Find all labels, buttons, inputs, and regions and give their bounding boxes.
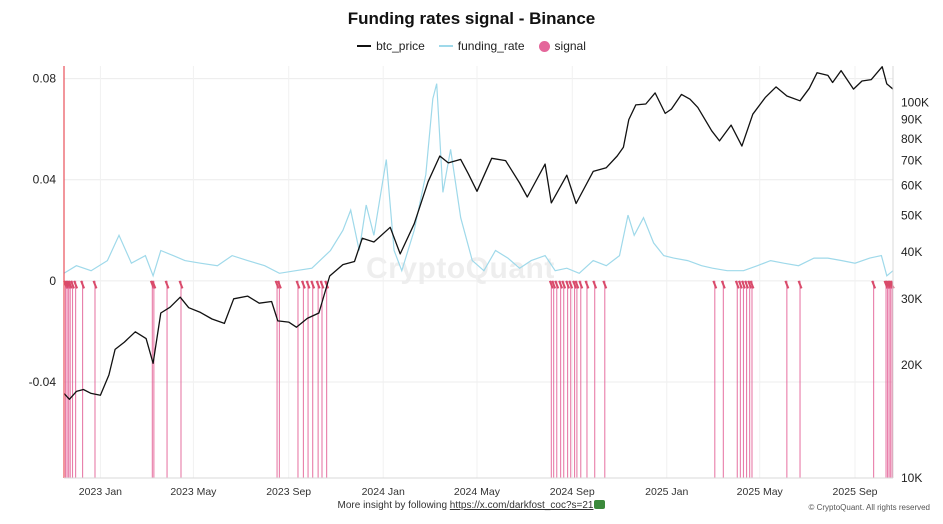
footer-text: More insight by following — [337, 500, 448, 511]
signal-tick — [92, 280, 98, 289]
signal-tick — [276, 280, 282, 289]
signal-tick — [602, 280, 608, 289]
y-left-tick-label: 0.08 — [33, 72, 57, 86]
btc-price-series — [63, 66, 894, 400]
legend-item-signal[interactable]: signal — [538, 39, 586, 53]
signal-tick — [565, 280, 571, 289]
signal-tick — [734, 280, 740, 289]
x-tick-label: 2024 Sep — [550, 486, 595, 498]
signal-tick — [744, 280, 749, 289]
y-right-tick-label: 100K — [901, 95, 929, 109]
signal-tick — [592, 280, 598, 289]
signal-tick — [319, 280, 325, 289]
y-right-tick-label: 10K — [901, 471, 922, 485]
legend-swatch-btc-price — [357, 45, 372, 47]
emoji-icon — [594, 500, 606, 509]
funding-rate-series — [63, 83, 894, 278]
x-tick-label: 2023 May — [170, 486, 217, 498]
signal-tick — [67, 280, 73, 289]
legend-item-funding-rate[interactable]: funding_rate — [438, 39, 525, 53]
signal-tick — [80, 280, 86, 289]
signal-tick — [747, 280, 753, 289]
signal-tick — [784, 280, 790, 289]
legend-item-btc-price[interactable]: btc_price — [357, 39, 425, 53]
y-right-tick-label: 30K — [901, 292, 922, 306]
signal-tick — [584, 280, 590, 289]
chart-title: Funding rates signal - Binance — [347, 9, 596, 28]
y-right-tick-label: 90K — [901, 113, 922, 127]
y-left-tick-label: 0 — [49, 274, 56, 288]
signal-tick — [720, 280, 726, 289]
x-tick-label: 2024 Jan — [362, 486, 405, 498]
legend-swatch-signal — [538, 40, 550, 52]
signal-tick — [310, 280, 316, 289]
copyright-notice: © CryptoQuant. All rights reserved — [808, 503, 931, 512]
signal-tick — [561, 280, 567, 289]
signal-tick — [749, 280, 755, 289]
legend-label-signal: signal — [554, 39, 586, 53]
signal-tick — [558, 280, 564, 289]
signal-tick — [554, 280, 560, 289]
x-tick-label: 2025 Jan — [645, 486, 688, 498]
signal-tick — [871, 280, 877, 289]
signal-tick — [274, 280, 280, 289]
y-left-tick-label: -0.04 — [29, 375, 57, 389]
signal-tick — [568, 280, 574, 289]
signal-tick — [300, 280, 306, 289]
signal-tick — [712, 280, 718, 289]
signal-tick — [572, 280, 578, 289]
signal-tick — [295, 280, 301, 289]
y-right-tick-label: 70K — [901, 154, 922, 168]
legend-swatch-funding-rate — [438, 45, 453, 47]
x-tick-label: 2023 Sep — [266, 486, 311, 498]
signal-series — [63, 280, 895, 478]
signal-tick — [574, 280, 580, 289]
signal-tick — [178, 280, 184, 289]
signal-tick — [578, 280, 584, 289]
grid-lines — [64, 66, 893, 478]
legend-label-funding-rate: funding_rate — [457, 39, 525, 53]
chart-legend: btc_price funding_rate signal — [0, 39, 943, 53]
signal-tick — [315, 280, 321, 289]
signal-tick — [548, 280, 554, 289]
y-right-tick-label: 20K — [901, 358, 922, 372]
x-tick-label: 2025 May — [737, 486, 784, 498]
signal-tick — [70, 280, 75, 289]
x-tick-label: 2025 Sep — [833, 486, 878, 498]
x-tick-label: 2024 May — [454, 486, 501, 498]
y-right-tick-label: 50K — [901, 208, 922, 222]
signal-tick — [164, 280, 170, 289]
signal-tick — [741, 280, 746, 289]
y-right-tick-label: 80K — [901, 132, 922, 146]
signal-tick — [73, 280, 79, 289]
footer-link[interactable]: https://x.com/darkfost_coc?s=21 — [449, 500, 594, 511]
funding-rate-line — [63, 83, 894, 278]
axes: 0.08 0.04 0 -0.04 2023 Jan 2023 May 2023 Sep 20… — [29, 66, 929, 498]
signal-tick — [797, 280, 803, 289]
y-right-tick-label: 40K — [901, 245, 922, 259]
x-tick-label: 2023 Jan — [79, 486, 122, 498]
y-right-tick-label: 60K — [901, 179, 922, 193]
legend-label-btc-price: btc_price — [376, 39, 425, 53]
btc-price-line — [63, 66, 894, 400]
footer: More insight by following https://x.com/… — [0, 500, 943, 511]
signal-tick — [305, 280, 311, 289]
y-left-tick-label: 0.04 — [33, 173, 57, 187]
signal-tick — [737, 280, 743, 289]
signal-tick — [551, 280, 557, 289]
signal-tick — [151, 280, 157, 289]
